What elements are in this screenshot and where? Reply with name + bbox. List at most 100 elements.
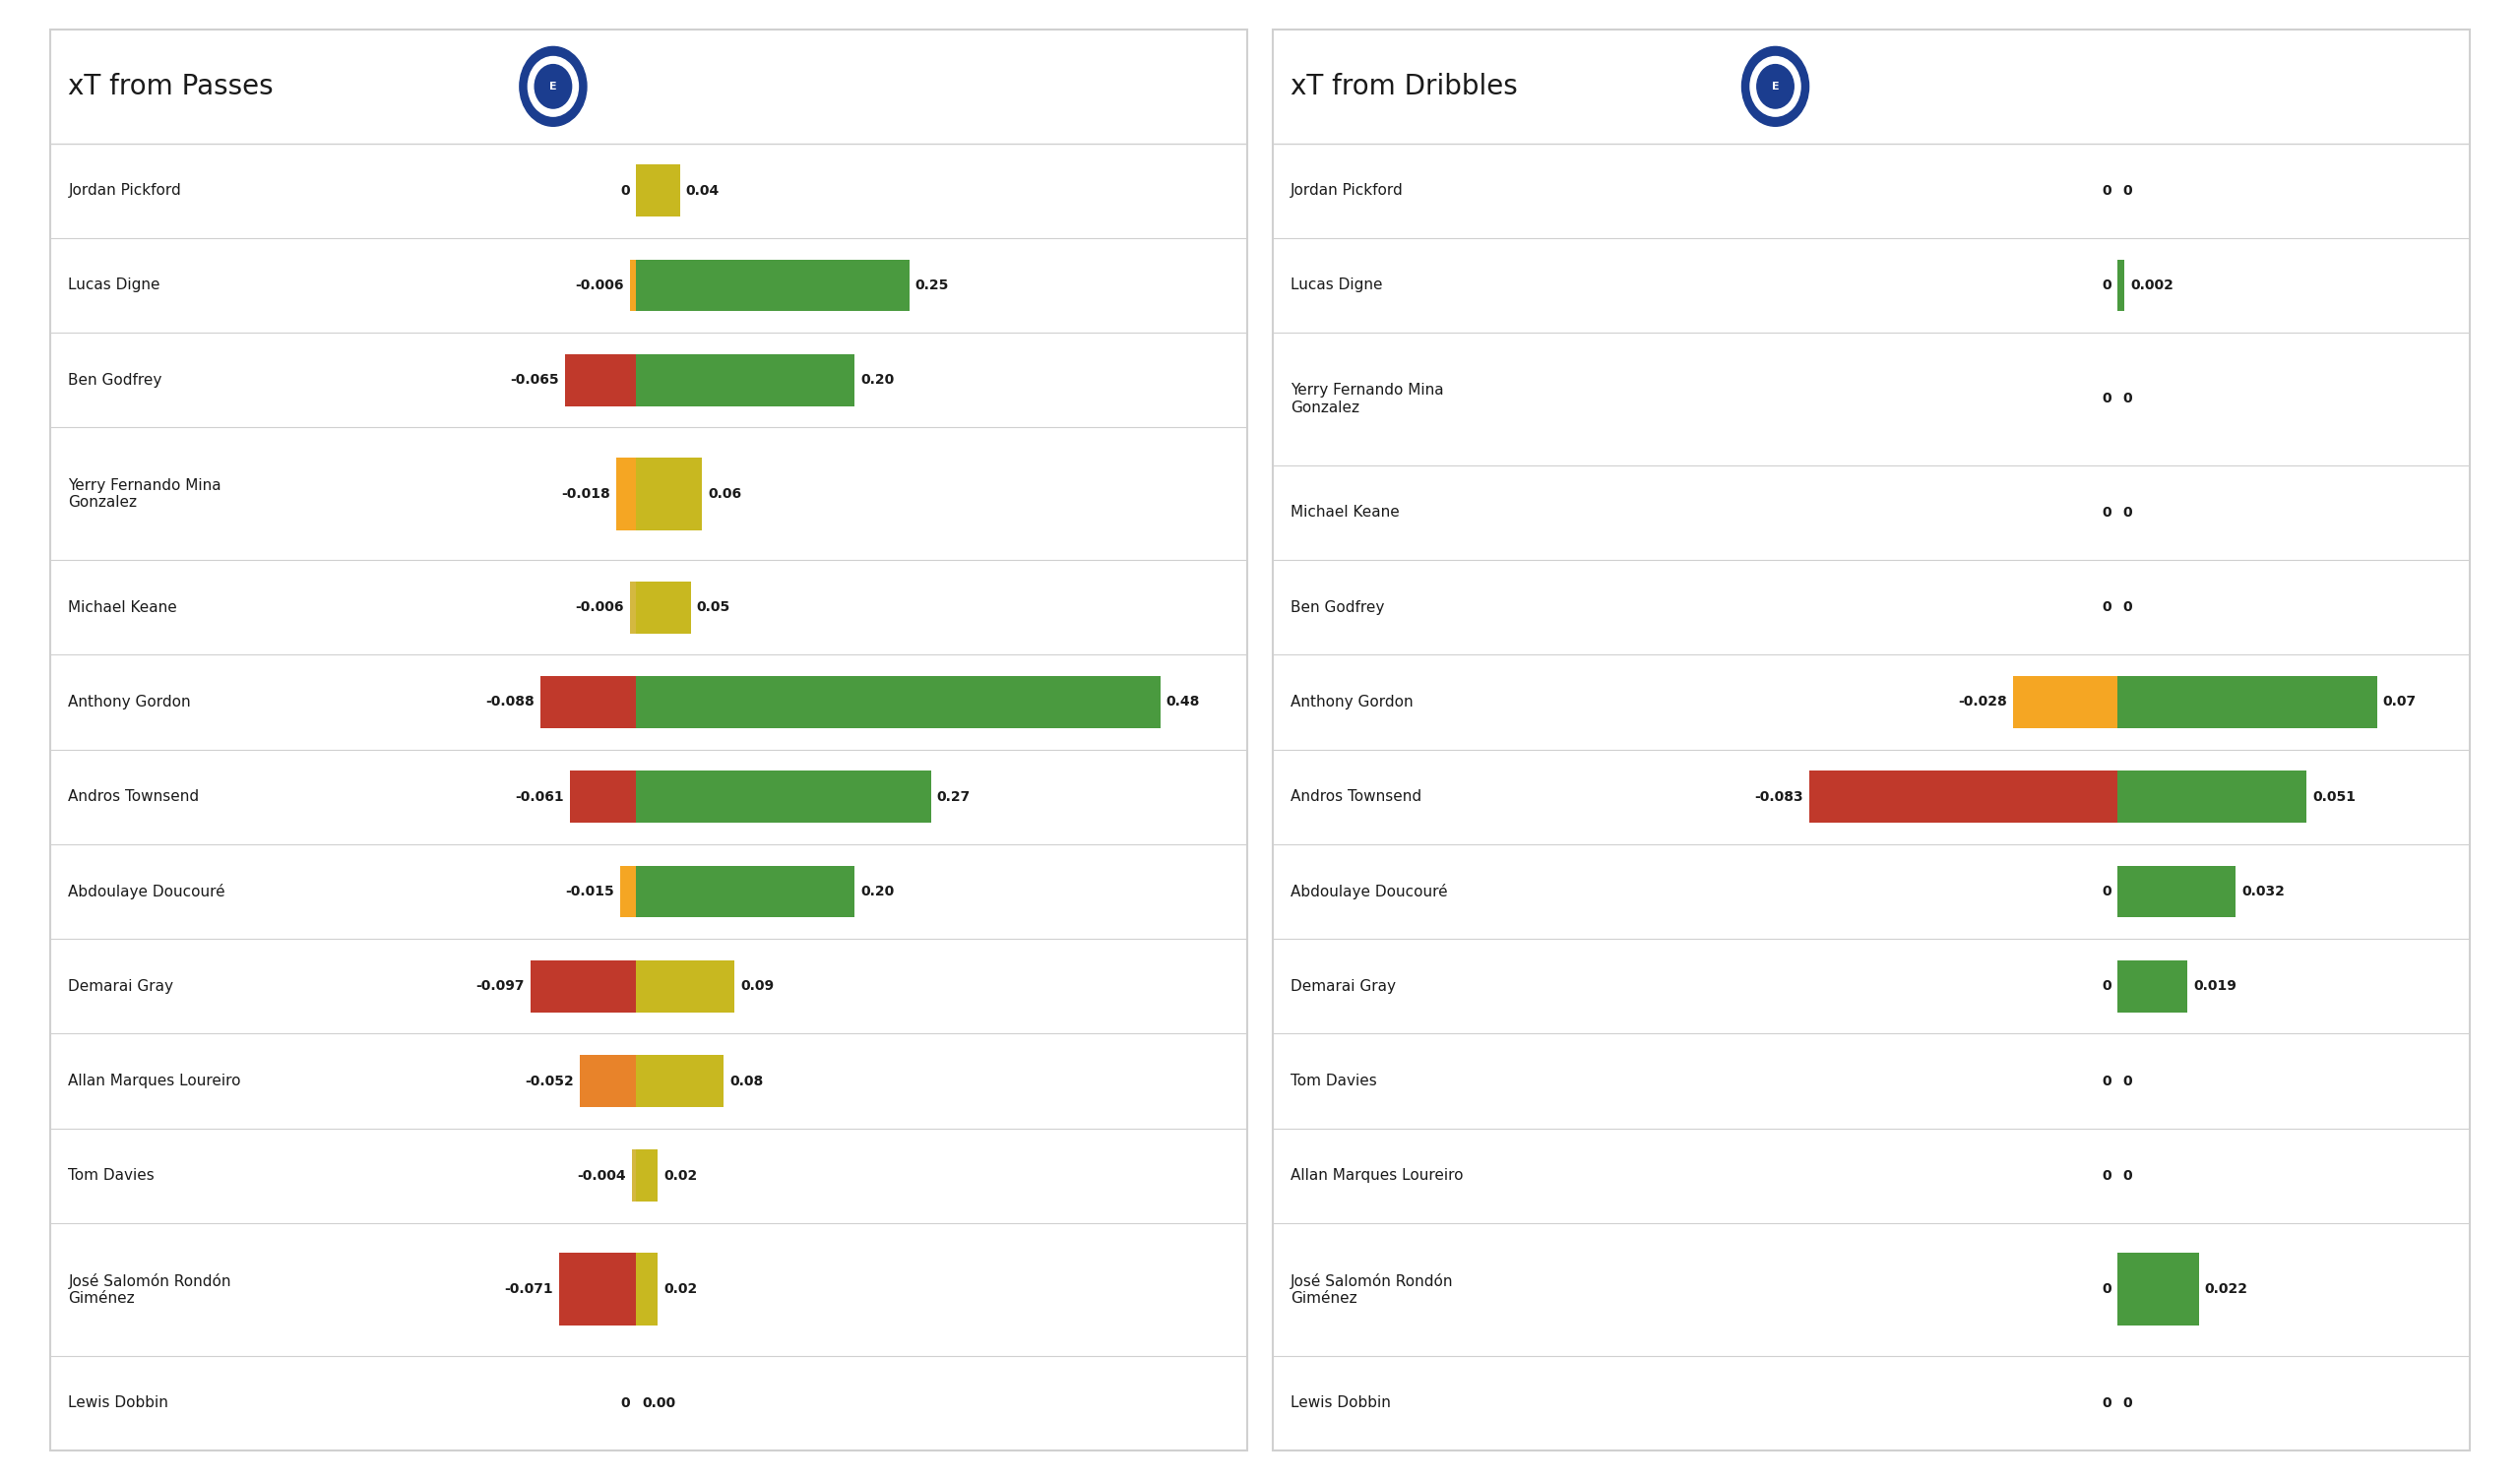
FancyBboxPatch shape xyxy=(2117,866,2235,918)
FancyBboxPatch shape xyxy=(635,866,854,918)
Text: 0.20: 0.20 xyxy=(859,885,895,898)
Text: 0.02: 0.02 xyxy=(665,1169,698,1183)
Text: -0.015: -0.015 xyxy=(564,885,615,898)
Text: Tom Davies: Tom Davies xyxy=(68,1168,154,1183)
Text: Michael Keane: Michael Keane xyxy=(68,599,176,614)
Text: Lewis Dobbin: Lewis Dobbin xyxy=(1290,1396,1391,1410)
Text: -0.071: -0.071 xyxy=(504,1283,552,1296)
Text: 0: 0 xyxy=(2102,1396,2112,1410)
FancyBboxPatch shape xyxy=(633,1150,635,1202)
FancyBboxPatch shape xyxy=(635,164,680,216)
Text: 0: 0 xyxy=(2122,392,2132,406)
Text: 0: 0 xyxy=(2122,601,2132,614)
Text: Ben Godfrey: Ben Godfrey xyxy=(1290,599,1383,614)
Text: -0.028: -0.028 xyxy=(1958,696,2008,709)
FancyBboxPatch shape xyxy=(630,582,635,633)
Text: 0: 0 xyxy=(2102,392,2112,406)
Text: 0.022: 0.022 xyxy=(2205,1283,2248,1296)
Text: 0.02: 0.02 xyxy=(665,1283,698,1296)
Text: xT from Dribbles: xT from Dribbles xyxy=(1290,73,1517,101)
Text: José Salomón Rondón
Giménez: José Salomón Rondón Giménez xyxy=(1290,1273,1454,1305)
Text: -0.083: -0.083 xyxy=(1754,790,1804,804)
FancyBboxPatch shape xyxy=(2117,676,2376,728)
Text: Abdoulaye Doucouré: Abdoulaye Doucouré xyxy=(68,884,224,900)
Text: 0.002: 0.002 xyxy=(2129,278,2175,292)
Text: Jordan Pickford: Jordan Pickford xyxy=(1290,184,1404,198)
FancyBboxPatch shape xyxy=(620,866,635,918)
Circle shape xyxy=(534,65,572,108)
FancyBboxPatch shape xyxy=(539,676,635,728)
Text: Allan Marques Loureiro: Allan Marques Loureiro xyxy=(68,1073,242,1088)
Text: Lucas Digne: Lucas Digne xyxy=(1290,278,1383,293)
Text: Lewis Dobbin: Lewis Dobbin xyxy=(68,1396,169,1410)
FancyBboxPatch shape xyxy=(635,1055,723,1107)
Text: -0.088: -0.088 xyxy=(486,696,534,709)
FancyBboxPatch shape xyxy=(2117,771,2306,823)
Text: 0.08: 0.08 xyxy=(728,1074,764,1088)
Text: José Salomón Rondón
Giménez: José Salomón Rondón Giménez xyxy=(68,1273,232,1305)
FancyBboxPatch shape xyxy=(2117,1254,2200,1326)
FancyBboxPatch shape xyxy=(635,457,701,530)
Circle shape xyxy=(1741,47,1809,126)
FancyBboxPatch shape xyxy=(570,771,635,823)
Text: 0: 0 xyxy=(2102,1283,2112,1296)
FancyBboxPatch shape xyxy=(635,582,690,633)
FancyBboxPatch shape xyxy=(630,259,635,311)
Text: Andros Townsend: Andros Townsend xyxy=(68,789,199,804)
FancyBboxPatch shape xyxy=(617,457,635,530)
Text: Abdoulaye Doucouré: Abdoulaye Doucouré xyxy=(1290,884,1446,900)
Text: -0.097: -0.097 xyxy=(476,980,524,993)
Text: 0: 0 xyxy=(2102,506,2112,519)
Text: 0.20: 0.20 xyxy=(859,373,895,386)
Text: 0: 0 xyxy=(2122,1074,2132,1088)
Text: -0.004: -0.004 xyxy=(577,1169,625,1183)
Text: 0: 0 xyxy=(2122,1169,2132,1183)
Circle shape xyxy=(1756,65,1794,108)
Text: Anthony Gordon: Anthony Gordon xyxy=(68,694,192,709)
Text: Yerry Fernando Mina
Gonzalez: Yerry Fernando Mina Gonzalez xyxy=(68,478,222,509)
Text: Jordan Pickford: Jordan Pickford xyxy=(68,184,181,198)
Text: Michael Keane: Michael Keane xyxy=(1290,505,1399,519)
Text: -0.006: -0.006 xyxy=(575,601,622,614)
Text: 0: 0 xyxy=(620,1396,630,1410)
FancyBboxPatch shape xyxy=(2117,259,2124,311)
Text: Demarai Gray: Demarai Gray xyxy=(68,978,174,993)
Circle shape xyxy=(519,47,587,126)
Text: Yerry Fernando Mina
Gonzalez: Yerry Fernando Mina Gonzalez xyxy=(1290,383,1444,414)
Text: 0: 0 xyxy=(2122,506,2132,519)
FancyBboxPatch shape xyxy=(2013,676,2117,728)
Text: -0.052: -0.052 xyxy=(524,1074,575,1088)
Text: Tom Davies: Tom Davies xyxy=(1290,1073,1376,1088)
Text: xT from Passes: xT from Passes xyxy=(68,73,275,101)
Text: 0.00: 0.00 xyxy=(643,1396,675,1410)
FancyBboxPatch shape xyxy=(635,676,1159,728)
Circle shape xyxy=(1751,56,1799,117)
Text: 0.07: 0.07 xyxy=(2384,696,2417,709)
FancyBboxPatch shape xyxy=(2117,961,2187,1012)
Text: 0: 0 xyxy=(2102,1074,2112,1088)
FancyBboxPatch shape xyxy=(559,1254,635,1326)
FancyBboxPatch shape xyxy=(635,1254,658,1326)
Text: 0.25: 0.25 xyxy=(915,278,950,292)
FancyBboxPatch shape xyxy=(635,354,854,406)
FancyBboxPatch shape xyxy=(635,771,930,823)
Text: 0: 0 xyxy=(2122,184,2132,197)
Text: 0.032: 0.032 xyxy=(2243,885,2286,898)
FancyBboxPatch shape xyxy=(1809,771,2117,823)
Text: -0.006: -0.006 xyxy=(575,278,622,292)
Text: 0: 0 xyxy=(2102,980,2112,993)
Text: Andros Townsend: Andros Townsend xyxy=(1290,789,1421,804)
Text: 0.04: 0.04 xyxy=(685,184,721,197)
Circle shape xyxy=(529,56,577,117)
Text: 0: 0 xyxy=(2102,601,2112,614)
Text: 0: 0 xyxy=(2102,278,2112,292)
Text: 0.06: 0.06 xyxy=(708,487,741,500)
Text: 0.051: 0.051 xyxy=(2313,790,2356,804)
Text: 0: 0 xyxy=(2102,885,2112,898)
Text: -0.065: -0.065 xyxy=(512,373,559,386)
FancyBboxPatch shape xyxy=(529,961,635,1012)
Text: 0.09: 0.09 xyxy=(741,980,774,993)
Text: Lucas Digne: Lucas Digne xyxy=(68,278,161,293)
Text: Demarai Gray: Demarai Gray xyxy=(1290,978,1396,993)
FancyBboxPatch shape xyxy=(564,354,635,406)
